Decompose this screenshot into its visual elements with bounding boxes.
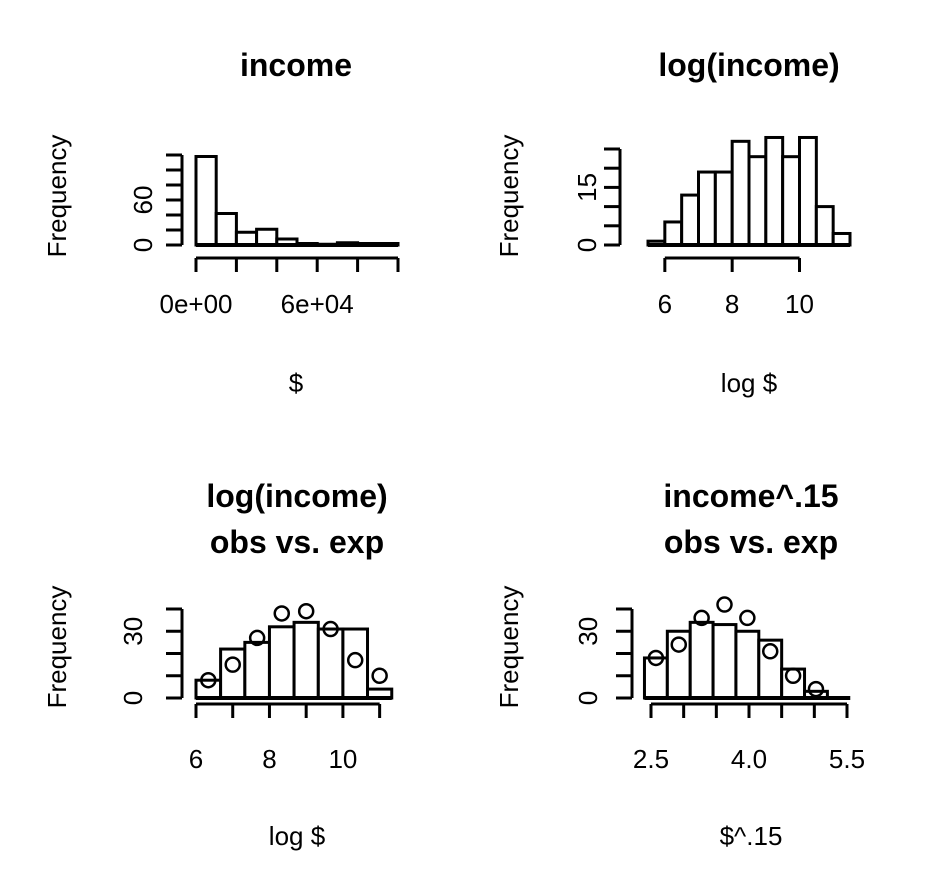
histogram-bar [663,220,684,247]
x-tick-label: 5.5 [829,744,865,774]
expected-point [346,651,364,669]
expected-point [273,605,291,622]
histogram-bar [713,170,734,247]
histogram-bar [814,205,835,247]
panel-4: income^.15 obs vs. exp 0 30 2.5 4.0 5.5 $^.15 Fr… [494,478,865,851]
expected-point [322,620,339,638]
x-tick-label: 6 [658,289,672,319]
x-tick-label: 0e+00 [159,289,232,319]
y-tick-label: 60 [128,186,158,215]
histogram-bar [697,170,717,247]
expected-point [807,680,825,698]
expected-point [739,609,756,627]
chart-title: obs vs. exp [664,524,838,560]
histogram-bar [194,155,218,247]
histogram-bar [734,629,761,700]
expected-point [693,609,710,627]
expected-point [670,636,688,653]
y-tick-label: 30 [573,617,603,646]
x-axis-label: log $ [721,368,778,398]
y-tick-label: 0 [118,691,148,705]
histogram-bar [341,627,370,700]
expected-point [716,596,733,613]
x-tick-label: 10 [328,744,357,774]
panel-2: log(income) 0 15 6 8 10 log $ Frequency [494,47,852,398]
x-tick-label: 10 [785,289,814,319]
histogram-bar [781,155,802,247]
y-axis-label: Frequency [42,586,72,709]
y-tick-label: 0 [128,238,158,252]
histogram-bar [730,139,751,247]
histogram-bar [680,193,701,247]
histogram-bar [292,620,320,700]
histogram-bar [711,623,738,700]
panel-3: log(income) obs vs. exp 0 30 6 8 10 log $ Freque… [42,478,394,851]
x-tick-label: 6 [189,744,203,774]
y-axis-label: Frequency [494,135,524,258]
chart-title: income^.15 [663,478,838,514]
x-axis-label: $^.15 [720,821,783,851]
histogram-bar [255,227,279,247]
expected-point [647,649,665,667]
expected-point [224,656,241,673]
histogram-bar [243,640,271,700]
histogram-bar [194,678,223,700]
histogram-bar [665,629,692,700]
x-tick-label: 8 [725,289,739,319]
y-tick-label: 0 [572,238,602,252]
y-tick-label: 0 [573,691,603,705]
expected-point [297,602,315,620]
x-tick-label: 6e+04 [281,289,354,319]
histogram-bar [214,212,238,247]
x-tick-label: 8 [262,744,276,774]
expected-point [761,643,779,660]
histogram-bar [267,625,296,700]
y-axis-label: Frequency [42,135,72,258]
y-axis-label: Frequency [494,586,524,709]
expected-point [200,671,217,689]
y-tick-label: 15 [572,173,602,202]
chart-title: log(income) [658,47,839,83]
chart-title: log(income) [206,478,387,514]
expected-point [371,667,388,684]
histogram-bar [764,135,785,247]
histogram-bar [747,155,768,247]
x-axis-label: log $ [269,821,326,851]
expected-point [248,629,266,647]
x-tick-label: 2.5 [633,744,669,774]
chart-title: income [240,47,352,83]
histogram-bar [316,627,345,700]
expected-point [784,667,802,684]
histogram-bar [688,620,715,700]
histogram-bar [798,135,818,247]
panel-1: income 0 60 0e+00 6e+04 $ Frequency [42,47,400,398]
x-axis-label: $ [289,368,304,398]
y-tick-label: 30 [118,617,148,646]
chart-title: obs vs. exp [210,524,384,560]
histogram-bar [757,638,784,700]
x-tick-label: 4.0 [731,744,767,774]
